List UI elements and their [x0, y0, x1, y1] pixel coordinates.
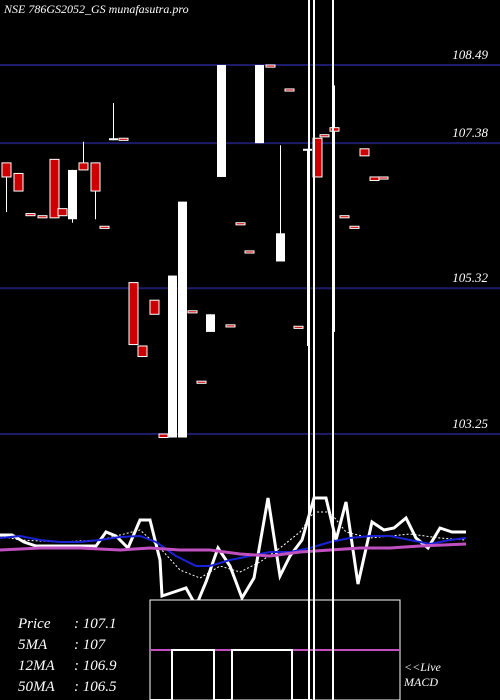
ma5-label: 5MA — [18, 637, 48, 653]
candle-body — [57, 208, 68, 217]
macd-label: <<Live MACD — [404, 660, 441, 690]
candle-body — [149, 299, 160, 315]
ma12-sep: : — [74, 658, 83, 674]
candle-body — [137, 345, 148, 358]
candle-body — [349, 225, 360, 229]
candle-body — [369, 176, 380, 181]
candle-body — [13, 172, 24, 192]
ma50-sep: : — [74, 679, 83, 695]
ma5-sep: : — [74, 637, 83, 653]
price-line — [0, 496, 466, 610]
macd-label-line1: <<Live — [404, 660, 441, 674]
candle-body — [303, 148, 312, 151]
candle-body — [68, 169, 77, 220]
candle-body — [187, 310, 198, 314]
candle-body — [339, 215, 350, 219]
candle-body — [168, 275, 177, 438]
ma12-value: 106.9 — [82, 658, 117, 674]
candle-body — [99, 225, 110, 229]
candle-body — [128, 282, 139, 346]
candle-body — [37, 215, 48, 219]
candle-body — [378, 176, 389, 180]
candle-body — [284, 88, 295, 92]
candle-body — [206, 314, 215, 332]
candle-body — [25, 213, 36, 217]
indicator-panel — [0, 496, 467, 610]
price-row: Price: 107.1 — [18, 614, 117, 635]
candle-body — [329, 127, 340, 132]
price-grid: 103.25 105.32 107.38 108.49 — [0, 47, 500, 435]
ma50-row: 50MA: 106.5 — [18, 677, 117, 698]
candle-body — [359, 148, 370, 157]
candle-body — [78, 162, 89, 171]
ma50-value: 106.5 — [82, 679, 117, 695]
macd-label-line2: MACD — [404, 675, 438, 689]
chart-title: NSE 786GS2052_GS munafasutra.pro — [4, 2, 189, 16]
y-tick-label: 107.38 — [452, 125, 488, 140]
price-sep: : — [74, 616, 83, 632]
candles — [1, 64, 389, 439]
macd-line — [150, 649, 312, 700]
candle-body — [217, 65, 226, 177]
highlight-lines — [308, 0, 334, 700]
candle-body — [276, 233, 285, 262]
candle-body — [158, 433, 169, 439]
ma12-label: 12MA — [18, 658, 55, 674]
candle-body — [196, 380, 207, 384]
price-value: 107.1 — [82, 616, 117, 632]
macd-panel — [149, 599, 401, 700]
y-tick-label: 103.25 — [452, 416, 488, 431]
candle-body — [293, 325, 304, 329]
candle-body — [255, 65, 264, 144]
ma-fast-line — [0, 534, 467, 567]
ma5-row: 5MA: 107 — [18, 635, 117, 656]
ma-slow-line — [0, 542, 467, 558]
candle-body — [265, 64, 276, 68]
ma5-value: 107 — [82, 637, 106, 653]
candle-body — [235, 222, 246, 226]
y-tick-label: 105.32 — [452, 270, 488, 285]
candle-body — [1, 162, 12, 178]
ma12-row: 12MA: 106.9 — [18, 656, 117, 677]
candle-body — [225, 324, 236, 328]
y-tick-label: 108.49 — [452, 47, 488, 62]
candle-body — [178, 201, 187, 438]
candle-body — [319, 134, 330, 138]
stats-block: Price: 107.1 5MA: 107 12MA: 106.9 50MA: … — [18, 614, 117, 698]
ma50-label: 50MA — [18, 679, 55, 695]
candle-body — [244, 250, 255, 254]
candle-body — [118, 137, 129, 141]
candle-body — [49, 158, 60, 219]
price-label: Price — [18, 616, 51, 632]
candle-body — [109, 138, 118, 141]
candle-body — [90, 162, 101, 192]
